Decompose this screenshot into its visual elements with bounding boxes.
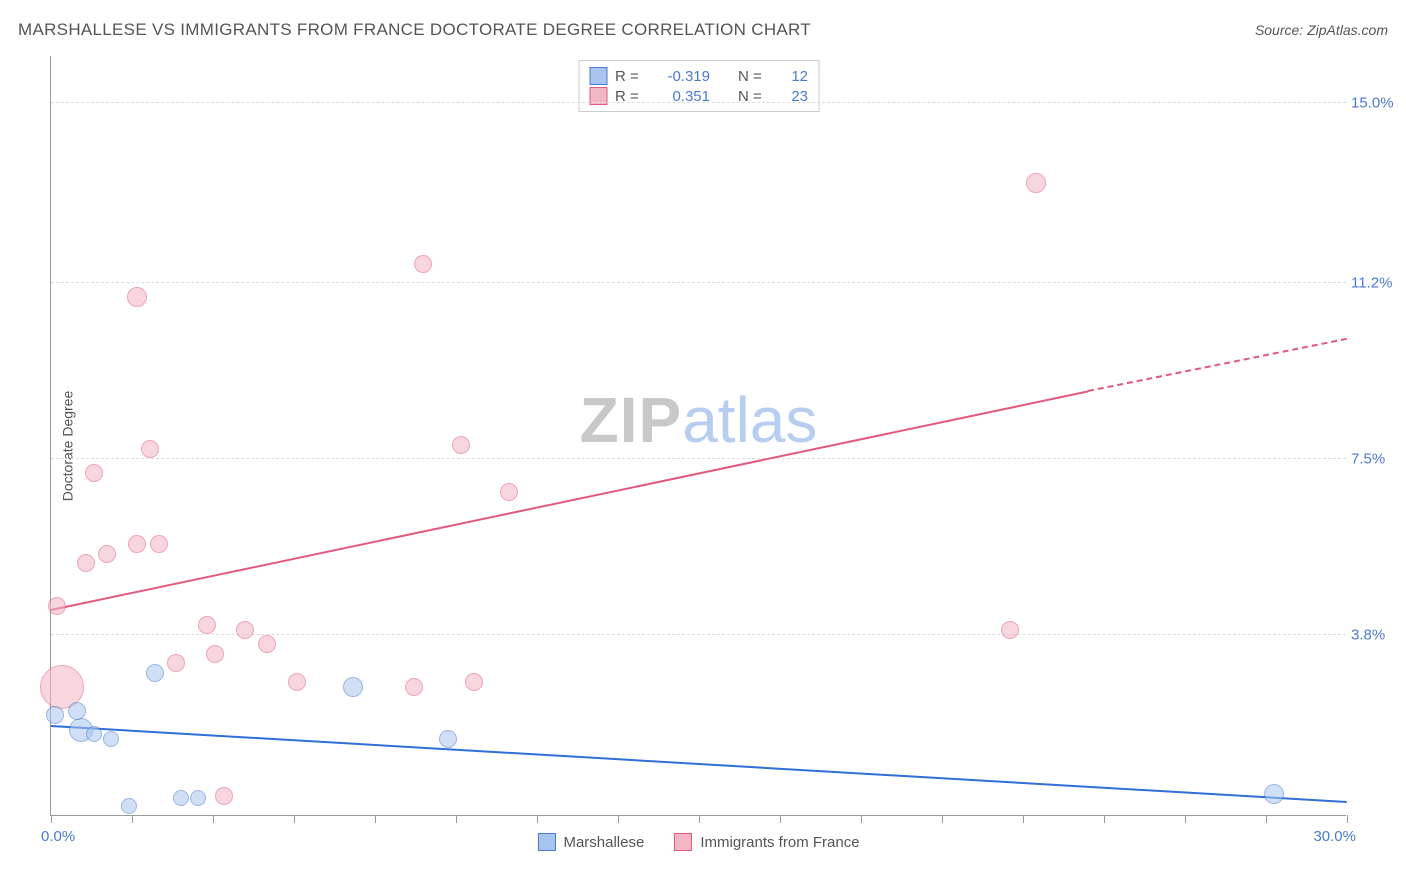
- legend-n-label: N =: [738, 68, 770, 85]
- data-point: [465, 673, 483, 691]
- grid-line: [51, 458, 1346, 459]
- x-tick: [1266, 815, 1267, 823]
- series-name-1: Immigrants from France: [700, 834, 859, 851]
- y-tick-label: 3.8%: [1351, 626, 1406, 643]
- legend-swatch-bottom-0: [537, 833, 555, 851]
- data-point: [215, 787, 233, 805]
- y-tick-label: 7.5%: [1351, 450, 1406, 467]
- data-point: [146, 664, 164, 682]
- data-point: [439, 730, 457, 748]
- data-point: [150, 535, 168, 553]
- x-tick: [132, 815, 133, 823]
- x-tick: [861, 815, 862, 823]
- x-axis-max-label: 30.0%: [1313, 828, 1356, 845]
- source-label: Source: ZipAtlas.com: [1255, 22, 1388, 38]
- legend-r-value-0: -0.319: [655, 68, 710, 85]
- x-tick: [1023, 815, 1024, 823]
- watermark-part2: atlas: [682, 384, 817, 456]
- x-tick: [456, 815, 457, 823]
- legend-swatch-bottom-1: [674, 833, 692, 851]
- regression-line: [51, 725, 1347, 803]
- watermark-part1: ZIP: [580, 384, 683, 456]
- y-tick-label: 15.0%: [1351, 94, 1406, 111]
- plot-area: ZIPatlas R = -0.319 N = 12 R = 0.351 N =…: [50, 56, 1346, 816]
- data-point: [86, 726, 102, 742]
- data-point: [206, 645, 224, 663]
- x-tick: [375, 815, 376, 823]
- data-point: [98, 545, 116, 563]
- x-tick: [1347, 815, 1348, 823]
- chart-title: MARSHALLESE VS IMMIGRANTS FROM FRANCE DO…: [18, 20, 811, 40]
- data-point: [198, 616, 216, 634]
- x-tick: [213, 815, 214, 823]
- grid-line: [51, 102, 1346, 103]
- data-point: [77, 554, 95, 572]
- x-tick: [699, 815, 700, 823]
- data-point: [85, 464, 103, 482]
- x-tick: [780, 815, 781, 823]
- x-tick: [1104, 815, 1105, 823]
- data-point: [500, 483, 518, 501]
- data-point: [127, 287, 147, 307]
- data-point: [1026, 173, 1046, 193]
- regression-line: [1088, 338, 1348, 392]
- x-tick: [942, 815, 943, 823]
- legend-swatch-0: [589, 67, 607, 85]
- legend-row-series-0: R = -0.319 N = 12: [589, 67, 808, 85]
- x-tick: [294, 815, 295, 823]
- data-point: [68, 702, 86, 720]
- x-axis-min-label: 0.0%: [41, 828, 75, 845]
- data-point: [1001, 621, 1019, 639]
- watermark: ZIPatlas: [580, 383, 818, 457]
- data-point: [414, 255, 432, 273]
- data-point: [288, 673, 306, 691]
- series-legend-item-0: Marshallese: [537, 833, 644, 851]
- y-tick-label: 11.2%: [1351, 275, 1406, 292]
- x-tick: [51, 815, 52, 823]
- series-legend: Marshallese Immigrants from France: [537, 833, 859, 851]
- x-tick: [618, 815, 619, 823]
- data-point: [405, 678, 423, 696]
- series-legend-item-1: Immigrants from France: [674, 833, 859, 851]
- data-point: [190, 790, 206, 806]
- grid-line: [51, 282, 1346, 283]
- series-name-0: Marshallese: [563, 834, 644, 851]
- data-point: [452, 436, 470, 454]
- data-point: [141, 440, 159, 458]
- regression-line: [51, 390, 1088, 610]
- data-point: [46, 706, 64, 724]
- data-point: [121, 798, 137, 814]
- data-point: [128, 535, 146, 553]
- data-point: [1264, 784, 1284, 804]
- x-tick: [1185, 815, 1186, 823]
- data-point: [48, 597, 66, 615]
- data-point: [236, 621, 254, 639]
- correlation-legend: R = -0.319 N = 12 R = 0.351 N = 23: [578, 60, 819, 112]
- data-point: [258, 635, 276, 653]
- x-tick: [537, 815, 538, 823]
- data-point: [343, 677, 363, 697]
- data-point: [103, 731, 119, 747]
- data-point: [173, 790, 189, 806]
- data-point: [167, 654, 185, 672]
- legend-n-value-0: 12: [778, 68, 808, 85]
- legend-r-label: R =: [615, 68, 647, 85]
